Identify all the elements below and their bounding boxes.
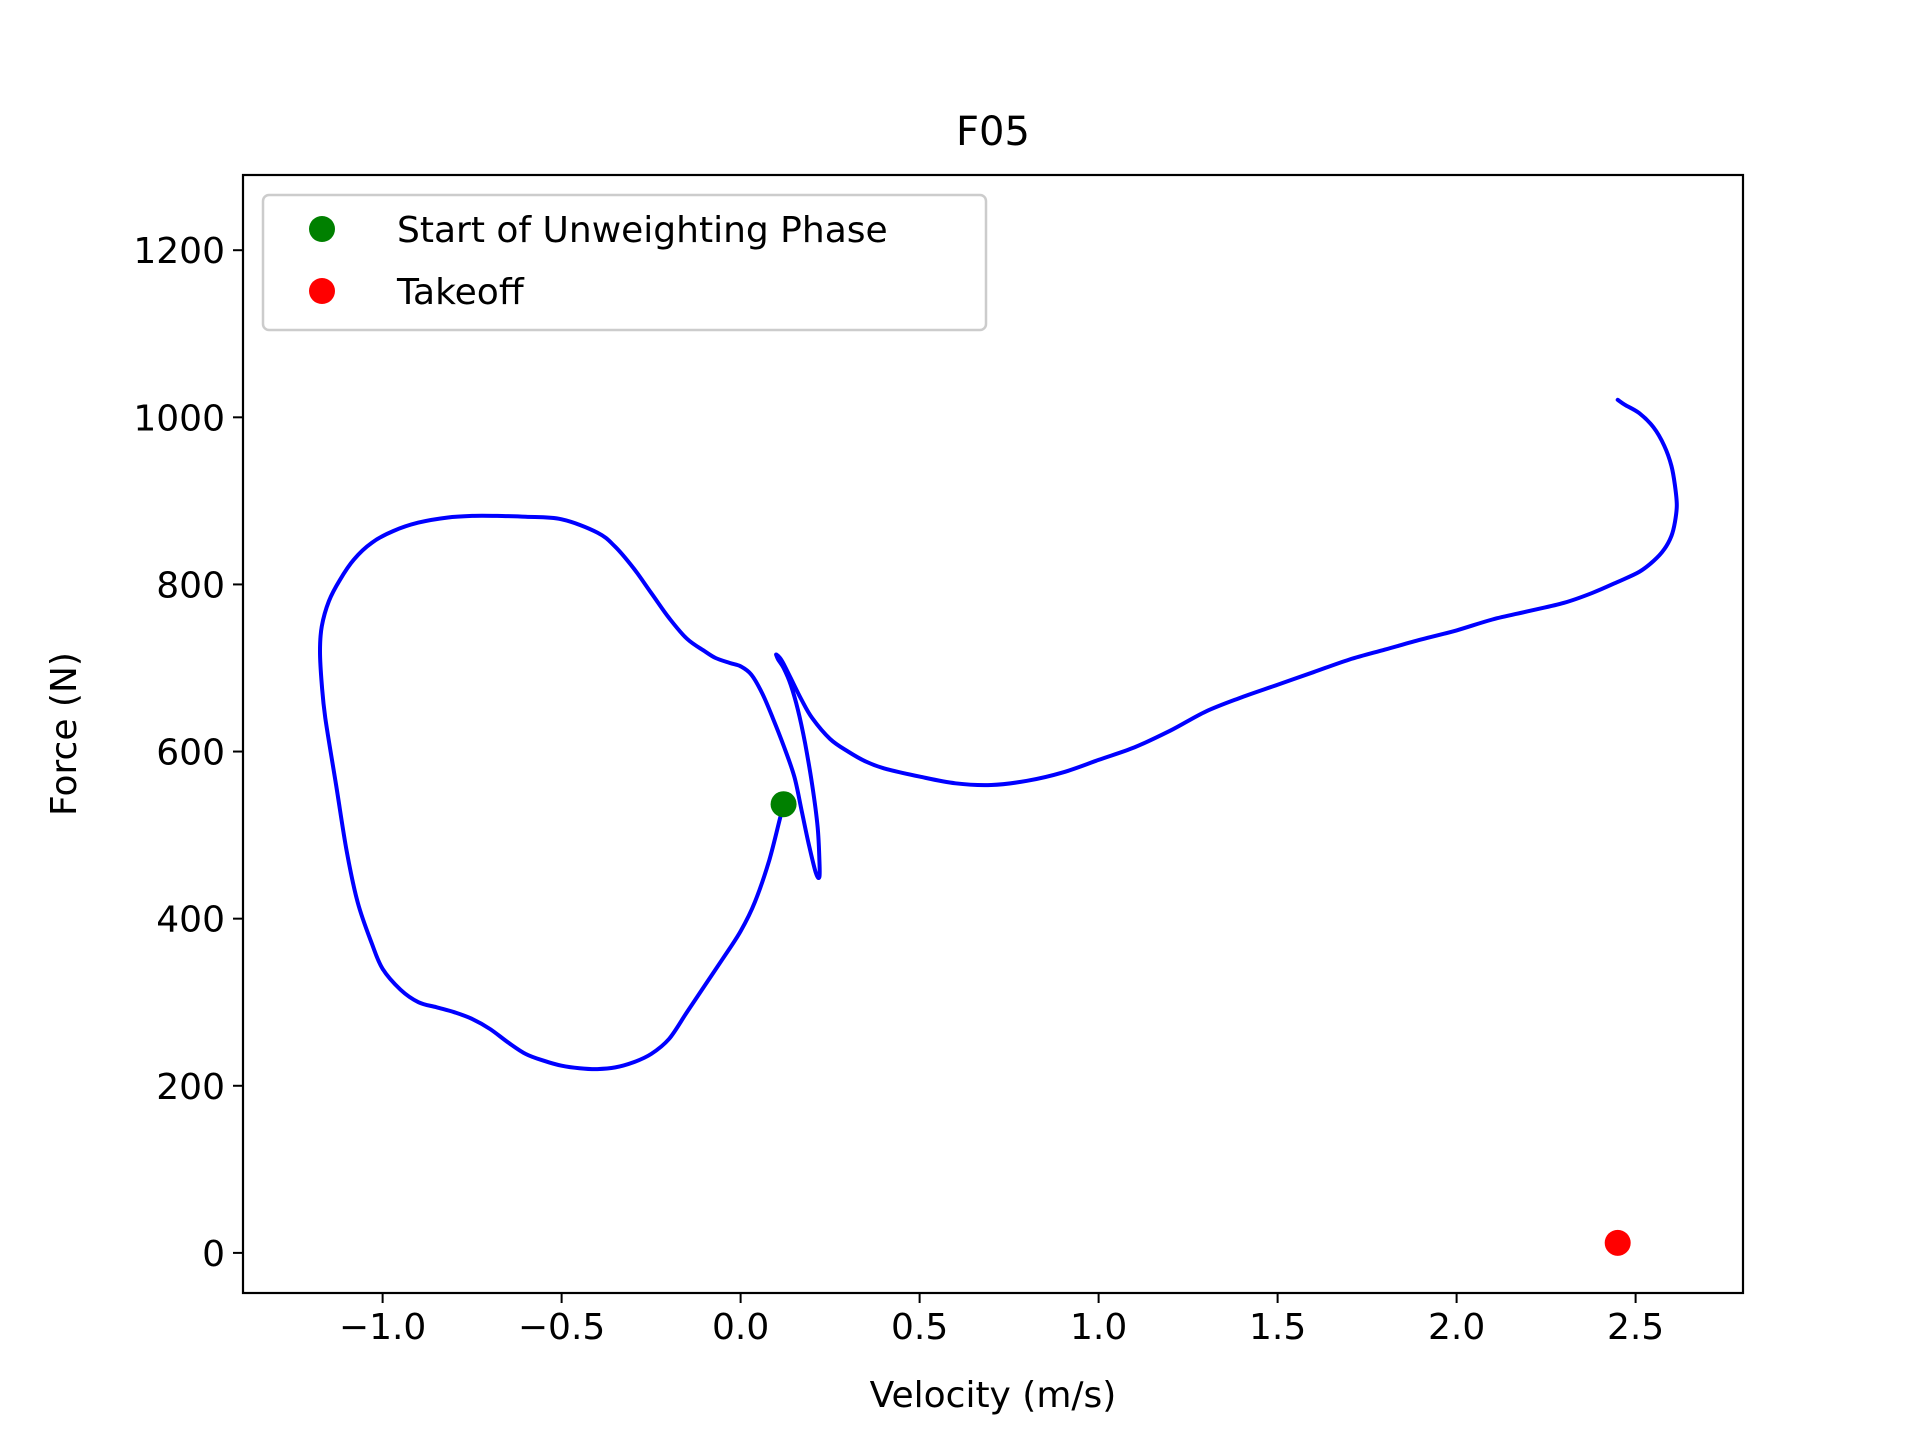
- x-tick-label: 2.5: [1607, 1307, 1664, 1348]
- x-tick-label: −0.5: [518, 1307, 605, 1348]
- marker-layer: [770, 791, 1631, 1256]
- legend-label-start-of-unweighting-phase: Start of Unweighting Phase: [397, 210, 888, 251]
- plot-area: [241, 173, 1745, 1295]
- y-tick-label: 600: [156, 733, 225, 774]
- legend-box: [261, 193, 988, 332]
- legend: Start of Unweighting Phase Takeoff: [261, 193, 988, 332]
- x-tick-label: 1.5: [1249, 1307, 1306, 1348]
- plot-frame: [241, 173, 1745, 1295]
- y-axis: 0 200 400 600 800 1000 1200: [133, 231, 243, 1275]
- x-tick-label: 1.0: [1070, 1307, 1127, 1348]
- x-tick-label: 0.5: [891, 1307, 948, 1348]
- y-tick-label: 200: [156, 1067, 225, 1108]
- y-axis-label: Force (N): [44, 652, 85, 816]
- x-axis: −1.0 −0.5 0.0 0.5 1.0 1.5 2.0 2.5: [339, 1293, 1664, 1348]
- marker-start-of-unweighting-phase: [770, 791, 797, 818]
- y-tick-label: 800: [156, 565, 225, 606]
- x-tick-label: 0.0: [712, 1307, 769, 1348]
- marker-takeoff: [1604, 1229, 1631, 1256]
- x-tick-label: 2.0: [1428, 1307, 1485, 1348]
- series-line: [318, 397, 1679, 1072]
- legend-marker-takeoff: [309, 278, 335, 304]
- legend-label-takeoff: Takeoff: [396, 272, 525, 313]
- y-tick-label: 0: [202, 1234, 225, 1275]
- legend-marker-start-of-unweighting-phase: [309, 216, 335, 242]
- chart-title: F05: [956, 109, 1030, 155]
- y-tick-label: 400: [156, 900, 225, 941]
- x-tick-label: −1.0: [339, 1307, 426, 1348]
- x-axis-label: Velocity (m/s): [870, 1375, 1117, 1416]
- y-tick-label: 1000: [133, 398, 225, 439]
- y-tick-label: 1200: [133, 231, 225, 272]
